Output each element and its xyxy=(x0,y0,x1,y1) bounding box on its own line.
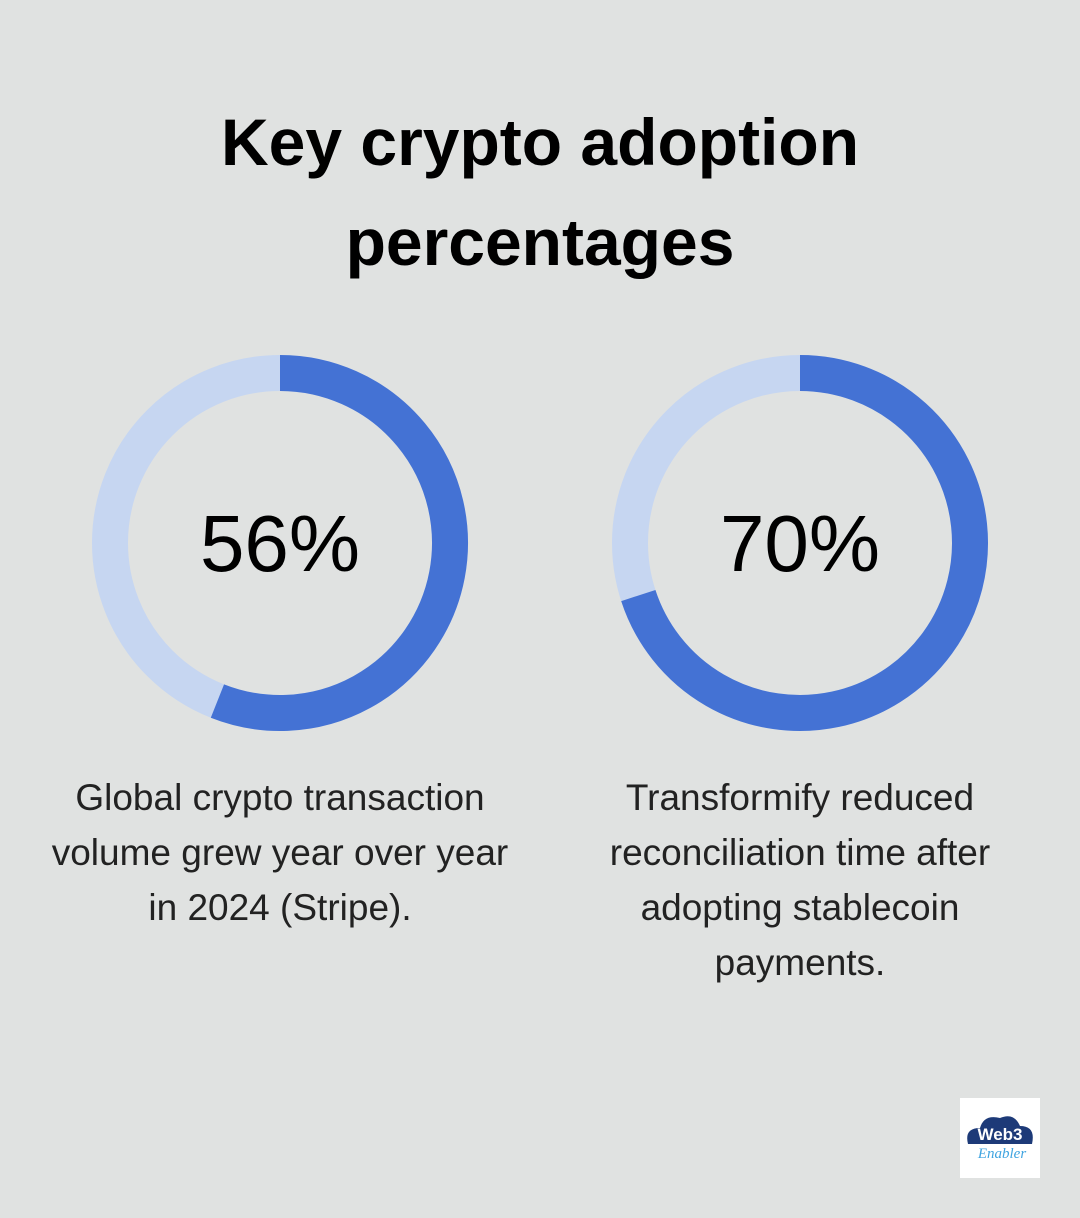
logo: Web3 Enabler xyxy=(960,1098,1040,1178)
logo-graphic: Web3 Enabler xyxy=(967,1116,1033,1162)
caption: Transformify reduced reconciliation time… xyxy=(609,777,991,983)
donut-arc xyxy=(210,355,468,731)
charts: 56% 70% xyxy=(92,355,988,731)
logo-subtext: Enabler xyxy=(977,1146,1026,1162)
value-label: 56% xyxy=(200,499,360,588)
donut-arc xyxy=(621,355,988,731)
logo-cloud xyxy=(967,1116,1033,1144)
logo-text: Web3 xyxy=(977,1125,1022,1144)
title: Key crypto adoption percentages xyxy=(220,105,860,279)
caption: Global crypto transaction volume grew ye… xyxy=(51,777,509,928)
value-label: 70% xyxy=(720,499,880,588)
